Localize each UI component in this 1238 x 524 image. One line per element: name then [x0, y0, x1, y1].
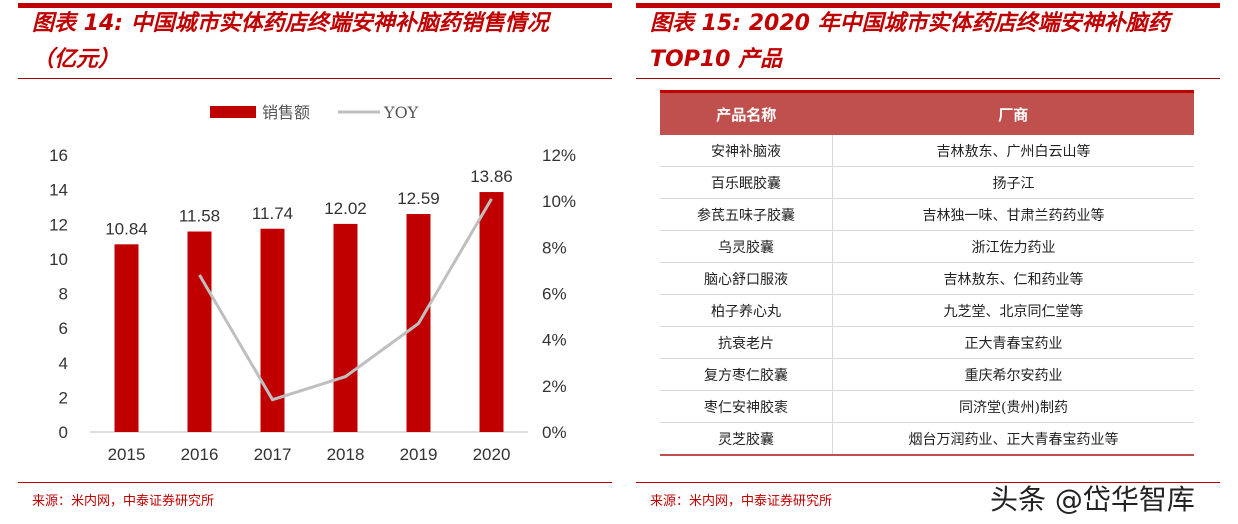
- y-right-tick: 12%: [542, 146, 576, 165]
- y-left-tick: 16: [49, 146, 68, 165]
- left-title-line2: （亿元）: [32, 47, 121, 72]
- bar-label-2020: 13.86: [470, 167, 513, 186]
- sales-chart: 销售额 YOY 0 2 4 6 8 10 12 14 16 0% 2% 4% 6% 8% 10% 12% 201…: [49, 103, 576, 464]
- y-left-tick: 12: [49, 215, 68, 234]
- cell-product: 柏子养心丸: [660, 294, 833, 327]
- x-tick: 2019: [400, 445, 438, 464]
- cell-maker: 扬子江: [832, 166, 1194, 199]
- bar-2017: [260, 228, 285, 432]
- y-left-tick: 8: [59, 285, 68, 304]
- table-row: 安神补脑液 吉林敖东、广州白云山等: [660, 135, 1194, 167]
- x-tick: 2018: [327, 445, 365, 464]
- x-tick: 2016: [181, 445, 219, 464]
- cell-maker: 九芝堂、北京同仁堂等: [832, 294, 1194, 327]
- cell-product: 乌灵胶囊: [660, 230, 833, 263]
- cell-maker: 烟台万润药业、正大青春宝药业等: [832, 422, 1194, 456]
- y-left-tick: 2: [59, 388, 68, 407]
- legend-swatch-sales: [210, 106, 256, 118]
- bar-2015: [114, 244, 139, 432]
- y-left-tick: 0: [59, 423, 68, 442]
- cell-maker: 同济堂(贵州)制药: [832, 390, 1194, 423]
- cell-product: 脑心舒口服液: [660, 262, 833, 295]
- right-title: 图表 15: 2020 年中国城市实体药店终端安神补脑药 TOP10 产品: [650, 6, 1170, 78]
- left-title-rule: [18, 78, 612, 79]
- header-product: 产品名称: [660, 90, 833, 135]
- table-row: 百乐眠胶囊 扬子江: [660, 166, 1194, 199]
- y-right-tick: 10%: [542, 192, 576, 211]
- cell-maker: 正大青春宝药业: [832, 326, 1194, 359]
- y-left-tick: 4: [59, 354, 68, 373]
- bar-2018: [333, 223, 358, 432]
- left-source: 来源：米内网，中泰证券研究所: [32, 494, 215, 509]
- legend-label-yoy: YOY: [383, 103, 419, 122]
- cell-product: 参芪五味子胶囊: [660, 198, 833, 231]
- bar-label-2016: 11.58: [179, 207, 220, 226]
- cell-maker: 重庆希尔安药业: [832, 358, 1194, 391]
- table-row: 参芪五味子胶囊 吉林独一味、甘肃兰药药业等: [660, 198, 1194, 231]
- table-row: 脑心舒口服液 吉林敖东、仁和药业等: [660, 262, 1194, 295]
- cell-maker: 吉林敖东、广州白云山等: [832, 135, 1194, 167]
- cell-product: 抗衰老片: [660, 326, 833, 359]
- table-row: 乌灵胶囊 浙江佐力药业: [660, 230, 1194, 263]
- right-source-rule: [636, 482, 1220, 483]
- right-title-line2: TOP10 产品: [650, 47, 783, 72]
- bar-2016: [187, 231, 212, 432]
- x-tick: 2017: [254, 445, 292, 464]
- y-right-tick: 0%: [542, 423, 567, 442]
- right-source: 来源：米内网，中泰证券研究所: [650, 494, 833, 509]
- x-tick: 2020: [473, 445, 511, 464]
- table-row: 枣仁安神胶袠 同济堂(贵州)制药: [660, 390, 1194, 423]
- bar-label-2015: 10.84: [105, 219, 148, 238]
- y-left-tick: 6: [59, 319, 68, 338]
- legend-label-sales: 销售额: [262, 103, 310, 122]
- table-row: 抗衰老片 正大青春宝药业: [660, 326, 1194, 359]
- left-source-rule: [18, 482, 612, 483]
- bar-label-2018: 12.02: [324, 199, 367, 218]
- table-row: 灵芝胶囊 烟台万润药业、正大青春宝药业等: [660, 422, 1194, 456]
- left-title-line1: 图表 14: 中国城市实体药店终端安神补脑药销售情况: [32, 11, 549, 36]
- right-title-rule: [636, 78, 1220, 79]
- table-row: 柏子养心丸 九芝堂、北京同仁堂等: [660, 294, 1194, 327]
- header-maker: 厂商: [832, 90, 1194, 135]
- left-top-bar: [18, 3, 612, 8]
- cell-maker: 浙江佐力药业: [832, 230, 1194, 263]
- y-left-tick: 14: [49, 181, 68, 200]
- cell-product: 灵芝胶囊: [660, 422, 833, 456]
- table-header-row: 产品名称 厂商: [660, 90, 1194, 135]
- legend: 销售额 YOY: [210, 103, 419, 122]
- y-right-tick: 4%: [542, 331, 567, 350]
- table-row: 复方枣仁胶囊 重庆希尔安药业: [660, 358, 1194, 391]
- y-right-tick: 6%: [542, 285, 567, 304]
- bar-2020: [479, 192, 504, 432]
- left-title: 图表 14: 中国城市实体药店终端安神补脑药销售情况 （亿元）: [32, 6, 549, 78]
- cell-product: 复方枣仁胶囊: [660, 358, 833, 391]
- cell-product: 枣仁安神胶袠: [660, 390, 833, 423]
- x-tick: 2015: [108, 445, 146, 464]
- bar-label-2019: 12.59: [397, 189, 440, 208]
- right-top-bar: [636, 3, 1220, 8]
- top10-table: 产品名称 厂商 安神补脑液 吉林敖东、广州白云山等 百乐眠胶囊 扬子江 参芪五味子胶囊吉…: [660, 90, 1194, 456]
- y-right-tick: 2%: [542, 377, 567, 396]
- right-title-line1: 图表 15: 2020 年中国城市实体药店终端安神补脑药: [650, 11, 1170, 36]
- y-left-tick: 10: [49, 250, 68, 269]
- bar-label-2017: 11.74: [252, 204, 293, 223]
- cell-maker: 吉林敖东、仁和药业等: [832, 262, 1194, 295]
- cell-product: 百乐眠胶囊: [660, 166, 833, 199]
- watermark: 头条 @岱华智库: [990, 483, 1195, 516]
- cell-product: 安神补脑液: [660, 135, 833, 167]
- y-right-tick: 8%: [542, 238, 567, 257]
- cell-maker: 吉林独一味、甘肃兰药药业等: [832, 198, 1194, 231]
